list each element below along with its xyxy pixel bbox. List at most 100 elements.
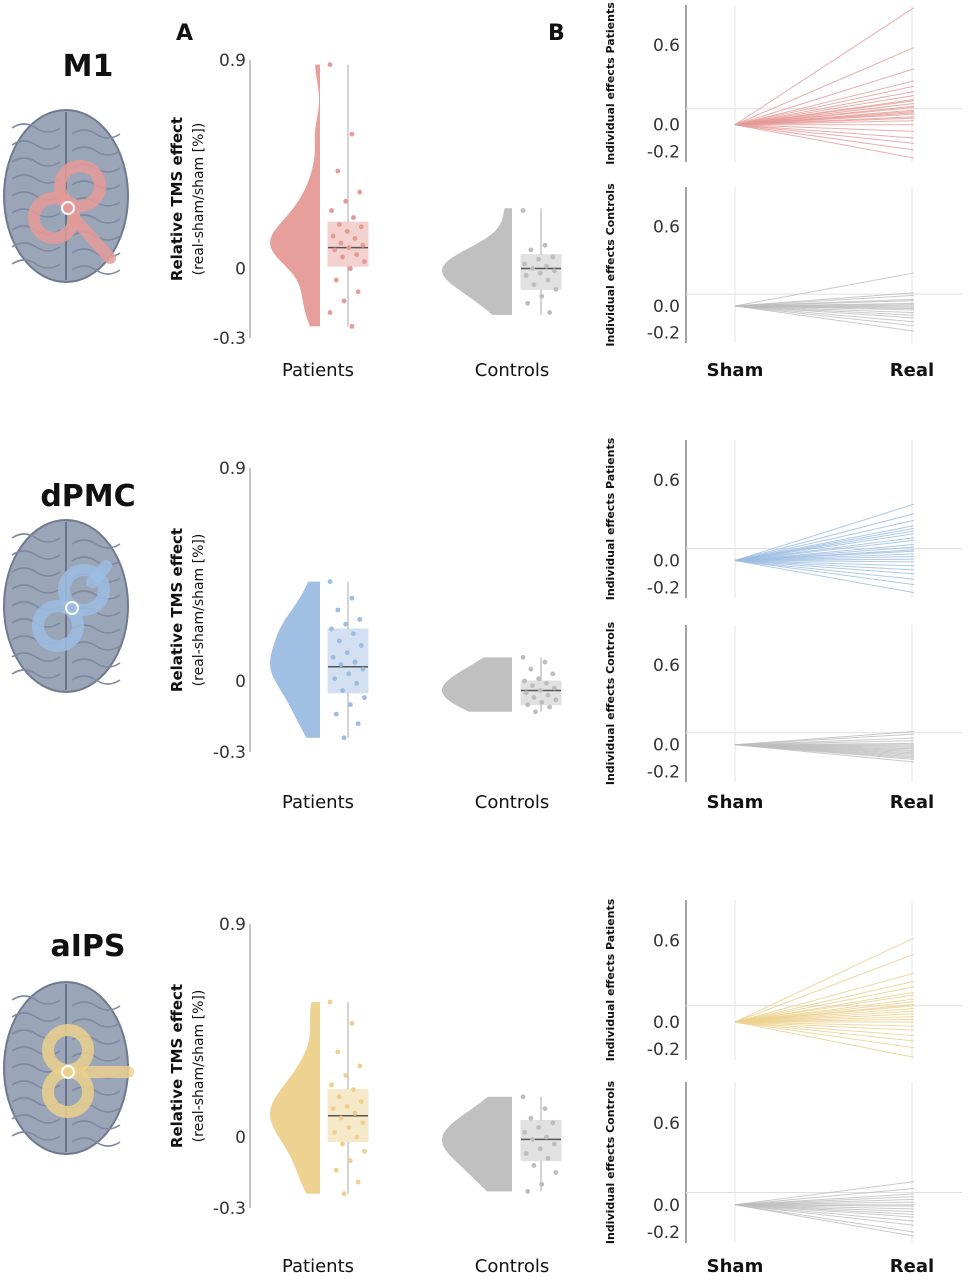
data-point bbox=[542, 1106, 548, 1111]
brain-gyrus bbox=[11, 259, 61, 269]
group-label: Patients bbox=[282, 360, 354, 381]
individual-effects-controls: 0.6 0.0 -0.2 Individual effects Controls bbox=[604, 183, 962, 347]
individual-line bbox=[734, 124, 915, 139]
individual-line bbox=[734, 986, 915, 1023]
data-point bbox=[537, 1146, 543, 1152]
data-point bbox=[553, 1170, 559, 1175]
data-point bbox=[529, 683, 535, 689]
data-point bbox=[544, 680, 549, 686]
y-tick-label: 0 bbox=[235, 672, 246, 692]
data-point bbox=[355, 1179, 361, 1185]
data-point bbox=[544, 263, 549, 269]
brain-gyrus bbox=[71, 146, 121, 156]
individual-line bbox=[734, 294, 915, 307]
x-label-sham: Sham bbox=[707, 792, 764, 813]
brain-gyrus bbox=[11, 140, 61, 150]
brain-gyrus bbox=[11, 242, 61, 252]
data-point bbox=[351, 1087, 356, 1093]
individual-line bbox=[734, 519, 915, 561]
data-point bbox=[542, 659, 548, 665]
data-point bbox=[531, 1163, 537, 1168]
data-point bbox=[329, 1082, 334, 1088]
data-point bbox=[537, 270, 543, 276]
brain-gyrus bbox=[11, 550, 61, 560]
individual-line bbox=[734, 85, 915, 126]
brain-gyrus bbox=[71, 1052, 121, 1062]
individual-line bbox=[734, 7, 915, 126]
brain-illustration-0 bbox=[3, 109, 129, 283]
individual-effects-controls: 0.6 0.0 -0.2 Individual effects Controls bbox=[604, 621, 962, 785]
data-point bbox=[333, 711, 339, 717]
data-point bbox=[533, 709, 538, 715]
individual-line bbox=[734, 94, 915, 126]
data-point bbox=[327, 579, 333, 584]
individual-line bbox=[734, 1204, 915, 1218]
region-label: aIPS bbox=[51, 929, 126, 964]
individual-line bbox=[734, 68, 915, 126]
data-point bbox=[357, 617, 363, 622]
group-patients: Patients bbox=[270, 62, 369, 381]
data-point bbox=[336, 1094, 342, 1100]
group-controls: Controls bbox=[442, 1094, 562, 1277]
data-point bbox=[346, 1125, 352, 1130]
data-point bbox=[536, 1125, 542, 1130]
data-point bbox=[347, 266, 353, 271]
brain-gyrus bbox=[71, 539, 121, 549]
data-point bbox=[553, 697, 559, 703]
data-point bbox=[362, 1148, 367, 1154]
individual-line bbox=[734, 539, 915, 562]
data-point bbox=[333, 277, 339, 283]
data-point bbox=[360, 1120, 366, 1126]
panel-letter-a: A bbox=[176, 21, 193, 46]
individual-line bbox=[734, 1204, 915, 1233]
group-patients: Patients bbox=[270, 579, 369, 813]
data-point bbox=[362, 259, 367, 264]
brain-illustration-2 bbox=[3, 981, 134, 1155]
individual-line bbox=[734, 124, 915, 159]
data-point bbox=[551, 685, 557, 691]
brain-gyrus bbox=[11, 157, 61, 167]
half-violin bbox=[270, 1002, 320, 1194]
data-point bbox=[341, 298, 347, 304]
y-tick-label: 0.0 bbox=[653, 1196, 680, 1216]
data-point bbox=[352, 659, 358, 665]
data-point bbox=[355, 721, 361, 726]
data-point bbox=[539, 699, 545, 705]
brain-gyrus bbox=[11, 669, 61, 679]
data-point bbox=[327, 310, 333, 315]
y-tick-label: 0.0 bbox=[653, 552, 680, 572]
individual-effects-controls: 0.6 0.0 -0.2 Individual effects Controls bbox=[604, 1080, 962, 1244]
y-axis-title: Individual effects Patients bbox=[604, 2, 617, 165]
individual-line bbox=[734, 124, 915, 144]
data-point bbox=[332, 1129, 338, 1135]
brain-gyrus bbox=[71, 556, 121, 566]
individual-line bbox=[734, 1204, 915, 1226]
data-point bbox=[545, 1155, 551, 1161]
y-axis-title: Individual effects Patients bbox=[604, 437, 617, 600]
data-point bbox=[523, 690, 529, 696]
tms-coil-loop bbox=[54, 160, 106, 212]
data-point bbox=[528, 666, 534, 672]
data-point bbox=[347, 702, 353, 708]
y-tick-label: 0.9 bbox=[219, 915, 246, 935]
individual-line bbox=[734, 513, 915, 561]
data-point bbox=[354, 1134, 360, 1140]
individual-line bbox=[734, 1181, 915, 1206]
individual-line bbox=[734, 1021, 915, 1049]
individual-line bbox=[734, 305, 915, 327]
data-point bbox=[330, 233, 336, 239]
data-point bbox=[343, 1073, 349, 1078]
data-point bbox=[520, 208, 526, 213]
half-violin bbox=[442, 657, 512, 712]
data-point bbox=[362, 695, 367, 700]
individual-effects-patients: 0.6 0.0 -0.2 Individual effects Patients bbox=[604, 2, 962, 165]
y-tick-label: -0.2 bbox=[647, 1223, 680, 1243]
brain-gyrus bbox=[71, 1120, 121, 1130]
individual-line bbox=[734, 733, 915, 746]
individual-line bbox=[734, 953, 915, 1023]
data-point bbox=[355, 289, 361, 295]
data-point bbox=[343, 198, 349, 204]
individual-line bbox=[734, 560, 915, 586]
y-tick-label: 0.6 bbox=[653, 36, 680, 56]
